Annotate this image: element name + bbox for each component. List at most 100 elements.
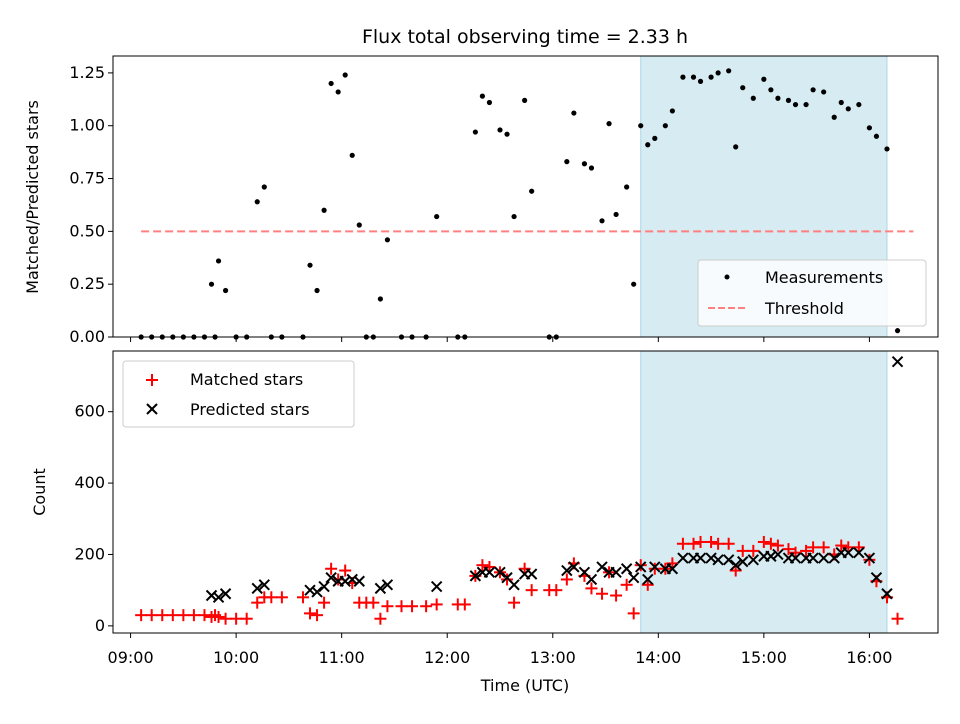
measurement-point bbox=[511, 213, 517, 220]
predicted-point bbox=[251, 582, 263, 595]
matched-point bbox=[712, 537, 725, 550]
matched-point bbox=[610, 589, 623, 602]
chart-title: Flux total observing time = 2.33 h bbox=[362, 26, 688, 48]
predicted-point bbox=[722, 554, 735, 566]
matched-point bbox=[835, 539, 848, 552]
predicted-point bbox=[828, 552, 840, 564]
measurement-point bbox=[669, 108, 675, 114]
predicted-point bbox=[353, 575, 365, 587]
predicted-point bbox=[705, 552, 717, 564]
x-tick-label: 15:00 bbox=[741, 648, 787, 667]
matched-point bbox=[325, 562, 338, 575]
measurement-point bbox=[726, 68, 732, 74]
matched-point bbox=[676, 537, 689, 550]
measurement-point bbox=[838, 99, 844, 106]
matched-point bbox=[318, 596, 331, 609]
matched-point bbox=[145, 609, 158, 622]
matched-point bbox=[501, 573, 514, 586]
measurement-point bbox=[768, 87, 774, 93]
measurement-point bbox=[803, 101, 809, 108]
y-tick-label: 1.00 bbox=[69, 116, 105, 135]
count-axes-frame bbox=[112, 350, 939, 634]
matched-point bbox=[177, 609, 190, 622]
predicted-point bbox=[842, 546, 854, 559]
matched-point bbox=[560, 573, 573, 586]
count-marks bbox=[135, 356, 904, 625]
y-tick-label: 1.25 bbox=[69, 63, 105, 82]
matched-point bbox=[406, 600, 419, 613]
measurement-point bbox=[377, 296, 383, 302]
predicted-point bbox=[730, 559, 742, 571]
legend-measurements-marker bbox=[724, 274, 730, 280]
predicted-point bbox=[568, 561, 580, 573]
matched-point bbox=[166, 609, 179, 622]
measurement-point bbox=[810, 87, 816, 93]
matched-point bbox=[230, 612, 243, 625]
predicted-point bbox=[430, 580, 443, 593]
measurement-point bbox=[328, 80, 334, 87]
predicted-point bbox=[694, 552, 707, 564]
legend-matched-label: Matched stars bbox=[190, 370, 303, 389]
matched-point bbox=[311, 609, 324, 622]
y-tick-label: 0.75 bbox=[69, 169, 105, 188]
predicted-point bbox=[627, 571, 640, 584]
matched-point bbox=[304, 607, 317, 620]
predicted-point bbox=[469, 570, 482, 582]
matched-point bbox=[800, 544, 813, 557]
predicted-point bbox=[635, 561, 647, 573]
measurement-point bbox=[356, 222, 362, 228]
predicted-point bbox=[304, 584, 316, 596]
measurement-point bbox=[606, 121, 612, 127]
measurement-point bbox=[208, 281, 215, 287]
measurement-point bbox=[215, 258, 222, 264]
matched-point bbox=[187, 609, 200, 622]
matched-point bbox=[367, 596, 380, 609]
measurement-point bbox=[856, 101, 862, 108]
matched-point bbox=[585, 582, 598, 595]
y-tick-label: 0.25 bbox=[69, 274, 105, 293]
matched-point bbox=[339, 564, 352, 577]
matched-point bbox=[296, 591, 309, 604]
matched-point bbox=[817, 541, 830, 554]
ratio-y-axis-label: Matched/Predicted stars bbox=[23, 100, 42, 294]
measurement-point bbox=[472, 129, 478, 135]
matched-point bbox=[648, 562, 661, 575]
matched-point bbox=[156, 609, 169, 622]
legend-measurements-label: Measurements bbox=[765, 268, 883, 287]
measurement-point bbox=[349, 152, 355, 158]
y-tick-label: 400 bbox=[74, 473, 105, 492]
predicted-point bbox=[205, 589, 218, 602]
measurement-point bbox=[785, 97, 792, 103]
count-x-ticks: 09:00 10:00 11:00 12:00 13:00 14:00 15:00 16:00 bbox=[108, 633, 892, 667]
measurement-point bbox=[222, 287, 229, 294]
predicted-point bbox=[258, 579, 270, 591]
predicted-point bbox=[219, 588, 232, 600]
predicted-point bbox=[747, 554, 760, 566]
measurement-point bbox=[645, 142, 651, 148]
measurement-point bbox=[697, 78, 704, 84]
measurement-point bbox=[631, 281, 637, 287]
matched-point bbox=[476, 559, 489, 572]
matched-point bbox=[240, 612, 253, 625]
predicted-point bbox=[737, 555, 749, 568]
measurement-point bbox=[761, 76, 767, 82]
matched-point bbox=[420, 600, 433, 613]
matched-point bbox=[135, 609, 148, 622]
matched-point bbox=[430, 598, 443, 611]
measurement-point bbox=[690, 74, 697, 80]
measurement-point bbox=[831, 114, 837, 120]
measurement-point bbox=[873, 133, 880, 139]
matched-point bbox=[265, 591, 278, 604]
measurement-point bbox=[733, 144, 739, 150]
predicted-point bbox=[483, 566, 496, 579]
measurement-point bbox=[571, 110, 577, 116]
measurement-point bbox=[479, 93, 486, 99]
measurement-point bbox=[307, 262, 313, 268]
matched-point bbox=[687, 537, 700, 550]
count-legend: Matched stars Predicted stars bbox=[122, 360, 355, 428]
matched-point bbox=[212, 610, 225, 623]
x-tick-label: 10:00 bbox=[213, 648, 259, 667]
measurement-point bbox=[564, 159, 570, 165]
predicted-point bbox=[610, 566, 622, 579]
